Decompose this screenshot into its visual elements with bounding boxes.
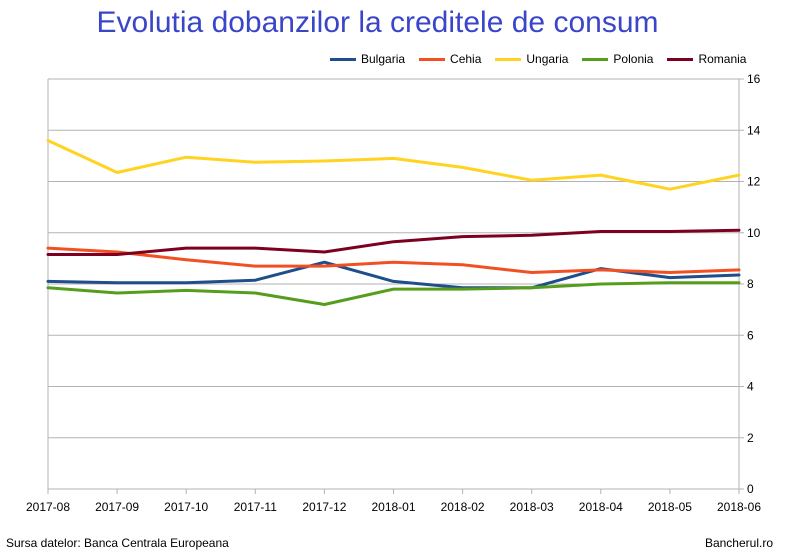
x-tick-label: 2018-06 bbox=[717, 500, 761, 514]
chart-legend: Bulgaria Cehia Ungaria Polonia Romania bbox=[330, 52, 746, 66]
x-tick-label: 2017-11 bbox=[234, 500, 277, 514]
legend-label: Bulgaria bbox=[361, 52, 406, 66]
y-tick-label: 2 bbox=[747, 431, 754, 445]
series-line-romania bbox=[46, 228, 741, 256]
legend-swatch bbox=[330, 57, 356, 61]
x-tick-label: 2018-02 bbox=[441, 500, 485, 514]
x-tick-label: 2018-04 bbox=[579, 500, 623, 514]
x-tick-label: 2017-08 bbox=[26, 500, 70, 514]
legend-label: Romania bbox=[698, 52, 747, 66]
legend-swatch bbox=[419, 57, 446, 61]
legend-item-ungaria: Ungaria bbox=[495, 52, 568, 66]
legend-item-cehia: Cehia bbox=[419, 52, 481, 66]
legend-item-polonia: Polonia bbox=[582, 52, 653, 66]
x-tick-label: 2017-09 bbox=[95, 500, 139, 514]
y-tick-label: 4 bbox=[747, 380, 754, 394]
legend-swatch bbox=[495, 57, 522, 61]
y-tick-label: 10 bbox=[747, 226, 761, 240]
x-tick-label: 2017-10 bbox=[164, 500, 208, 514]
x-tick-label: 2017-12 bbox=[302, 500, 346, 514]
x-tick-label: 2018-05 bbox=[648, 500, 692, 514]
series-line-polonia bbox=[46, 281, 741, 306]
y-tick-label: 6 bbox=[747, 328, 754, 342]
legend-swatch bbox=[667, 57, 694, 61]
y-tick-label: 12 bbox=[747, 175, 761, 189]
x-tick-label: 2018-01 bbox=[371, 500, 415, 514]
legend-label: Ungaria bbox=[526, 52, 569, 66]
y-tick-label: 16 bbox=[747, 72, 761, 86]
brand-label: Bancherul.ro bbox=[704, 536, 773, 550]
legend-item-bulgaria: Bulgaria bbox=[330, 52, 405, 66]
y-tick-label: 14 bbox=[747, 123, 761, 137]
x-tick-label: 2018-03 bbox=[510, 500, 554, 514]
y-tick-label: 8 bbox=[747, 277, 754, 291]
legend-swatch bbox=[582, 57, 609, 61]
source-note: Sursa datelor: Banca Centrala Europeana bbox=[6, 536, 229, 550]
legend-item-romania: Romania bbox=[667, 52, 746, 66]
chart-title: Evolutia dobanzilor la creditele de cons… bbox=[96, 6, 659, 39]
legend-label: Polonia bbox=[613, 52, 654, 66]
y-tick-label: 0 bbox=[747, 482, 754, 496]
series-line-cehia bbox=[46, 246, 741, 274]
series-line-ungaria bbox=[46, 139, 741, 191]
legend-label: Cehia bbox=[450, 52, 482, 66]
